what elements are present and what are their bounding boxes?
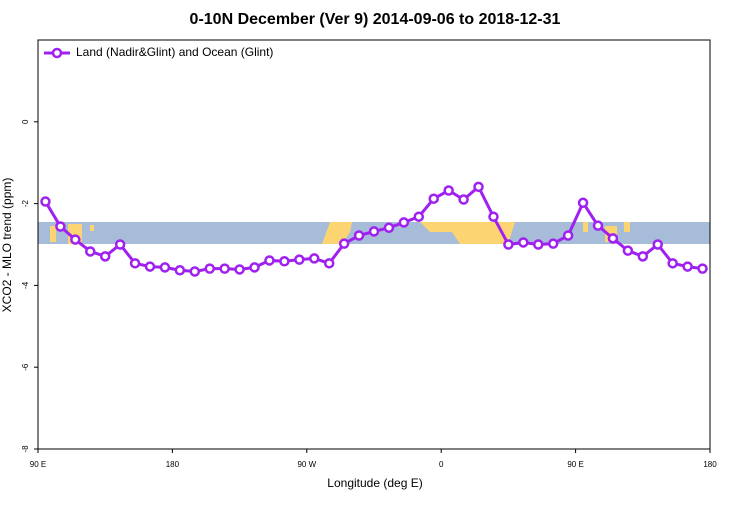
data-point (279, 256, 290, 267)
legend-marker (51, 47, 63, 59)
data-point (577, 197, 589, 209)
data-point (159, 262, 171, 273)
x-tick-label: 90 W (297, 460, 316, 469)
data-point (518, 237, 529, 248)
data-point (667, 258, 678, 269)
data-point (323, 258, 335, 269)
data-point (443, 185, 454, 196)
data-point (264, 255, 275, 266)
data-point (592, 220, 604, 231)
data-point (607, 233, 619, 244)
data-point (249, 262, 260, 273)
data-point (398, 217, 410, 228)
data-point (99, 251, 111, 262)
y-tick-label: -2 (21, 199, 30, 207)
data-point (85, 246, 96, 257)
data-point (622, 245, 634, 256)
data-point (294, 254, 305, 265)
x-tick-label: 180 (166, 460, 180, 469)
y-axis-label: XCO2 - MLO trend (ppm) (0, 178, 14, 313)
data-point (428, 193, 439, 204)
x-tick-label: 0 (439, 460, 444, 469)
data-point (652, 239, 663, 250)
data-point (533, 239, 544, 250)
data-point (338, 238, 350, 249)
legend-label: Land (Nadir&Glint) and Ocean (Glint) (76, 45, 273, 59)
data-point (40, 196, 51, 207)
data-point (473, 181, 484, 193)
x-tick-label: 180 (703, 460, 717, 469)
data-point (353, 230, 365, 241)
data-point (368, 226, 380, 237)
y-tick-label: -6 (21, 363, 30, 371)
y-tick-label: 0 (21, 119, 30, 124)
data-point (114, 239, 126, 250)
x-tick-label: 90 E (30, 460, 46, 469)
plot-frame (37, 39, 711, 450)
data-point (562, 230, 574, 241)
x-tick-label: 90 E (567, 460, 583, 469)
data-point (697, 263, 708, 274)
y-tick-label: -4 (21, 281, 30, 289)
data-point (309, 253, 320, 264)
data-point (383, 222, 395, 233)
data-point (503, 239, 514, 250)
data-point (413, 211, 425, 222)
data-point (682, 261, 693, 272)
data-point (547, 238, 559, 249)
data-point (70, 234, 81, 245)
data-point (189, 266, 201, 277)
data-point (488, 211, 499, 222)
data-point (55, 221, 66, 232)
data-point (637, 251, 649, 262)
chart-title: 0-10N December (Ver 9) 2014-09-06 to 201… (190, 11, 561, 28)
data-point (458, 194, 469, 205)
data-point (204, 263, 215, 274)
data-point (219, 263, 230, 274)
y-tick-label: -8 (21, 445, 30, 453)
data-point (129, 258, 141, 269)
data-point (234, 264, 245, 275)
data-point (174, 265, 186, 276)
x-axis-label: Longitude (deg E) (327, 476, 422, 490)
data-point (144, 261, 156, 272)
